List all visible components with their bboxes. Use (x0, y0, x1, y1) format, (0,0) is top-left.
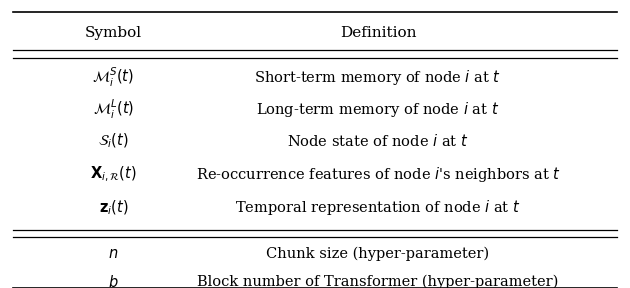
Text: $\mathcal{M}_i^S(t)$: $\mathcal{M}_i^S(t)$ (93, 66, 134, 89)
Text: $\mathcal{S}_i(t)$: $\mathcal{S}_i(t)$ (98, 132, 129, 150)
Text: $\mathcal{M}_i^L(t)$: $\mathcal{M}_i^L(t)$ (93, 98, 134, 121)
Text: Temporal representation of node $i$ at $t$: Temporal representation of node $i$ at $… (235, 198, 521, 217)
Text: Short-term memory of node $i$ at $t$: Short-term memory of node $i$ at $t$ (255, 68, 501, 87)
Text: Chunk size (hyper-parameter): Chunk size (hyper-parameter) (266, 247, 490, 261)
Text: $\mathbf{z}_i(t)$: $\mathbf{z}_i(t)$ (98, 199, 129, 217)
Text: Node state of node $i$ at $t$: Node state of node $i$ at $t$ (287, 133, 469, 149)
Text: $n$: $n$ (108, 247, 118, 261)
Text: Long-term memory of node $i$ at $t$: Long-term memory of node $i$ at $t$ (256, 100, 500, 119)
Text: Re-occurrence features of node $i$'s neighbors at $t$: Re-occurrence features of node $i$'s nei… (195, 165, 561, 184)
Text: Block number of Transformer (hyper-parameter): Block number of Transformer (hyper-param… (197, 274, 559, 288)
Text: $b$: $b$ (108, 274, 118, 288)
Text: Symbol: Symbol (85, 26, 142, 40)
Text: Definition: Definition (340, 26, 416, 40)
Text: $\mathbf{X}_{i,\mathcal{R}}(t)$: $\mathbf{X}_{i,\mathcal{R}}(t)$ (90, 164, 137, 184)
